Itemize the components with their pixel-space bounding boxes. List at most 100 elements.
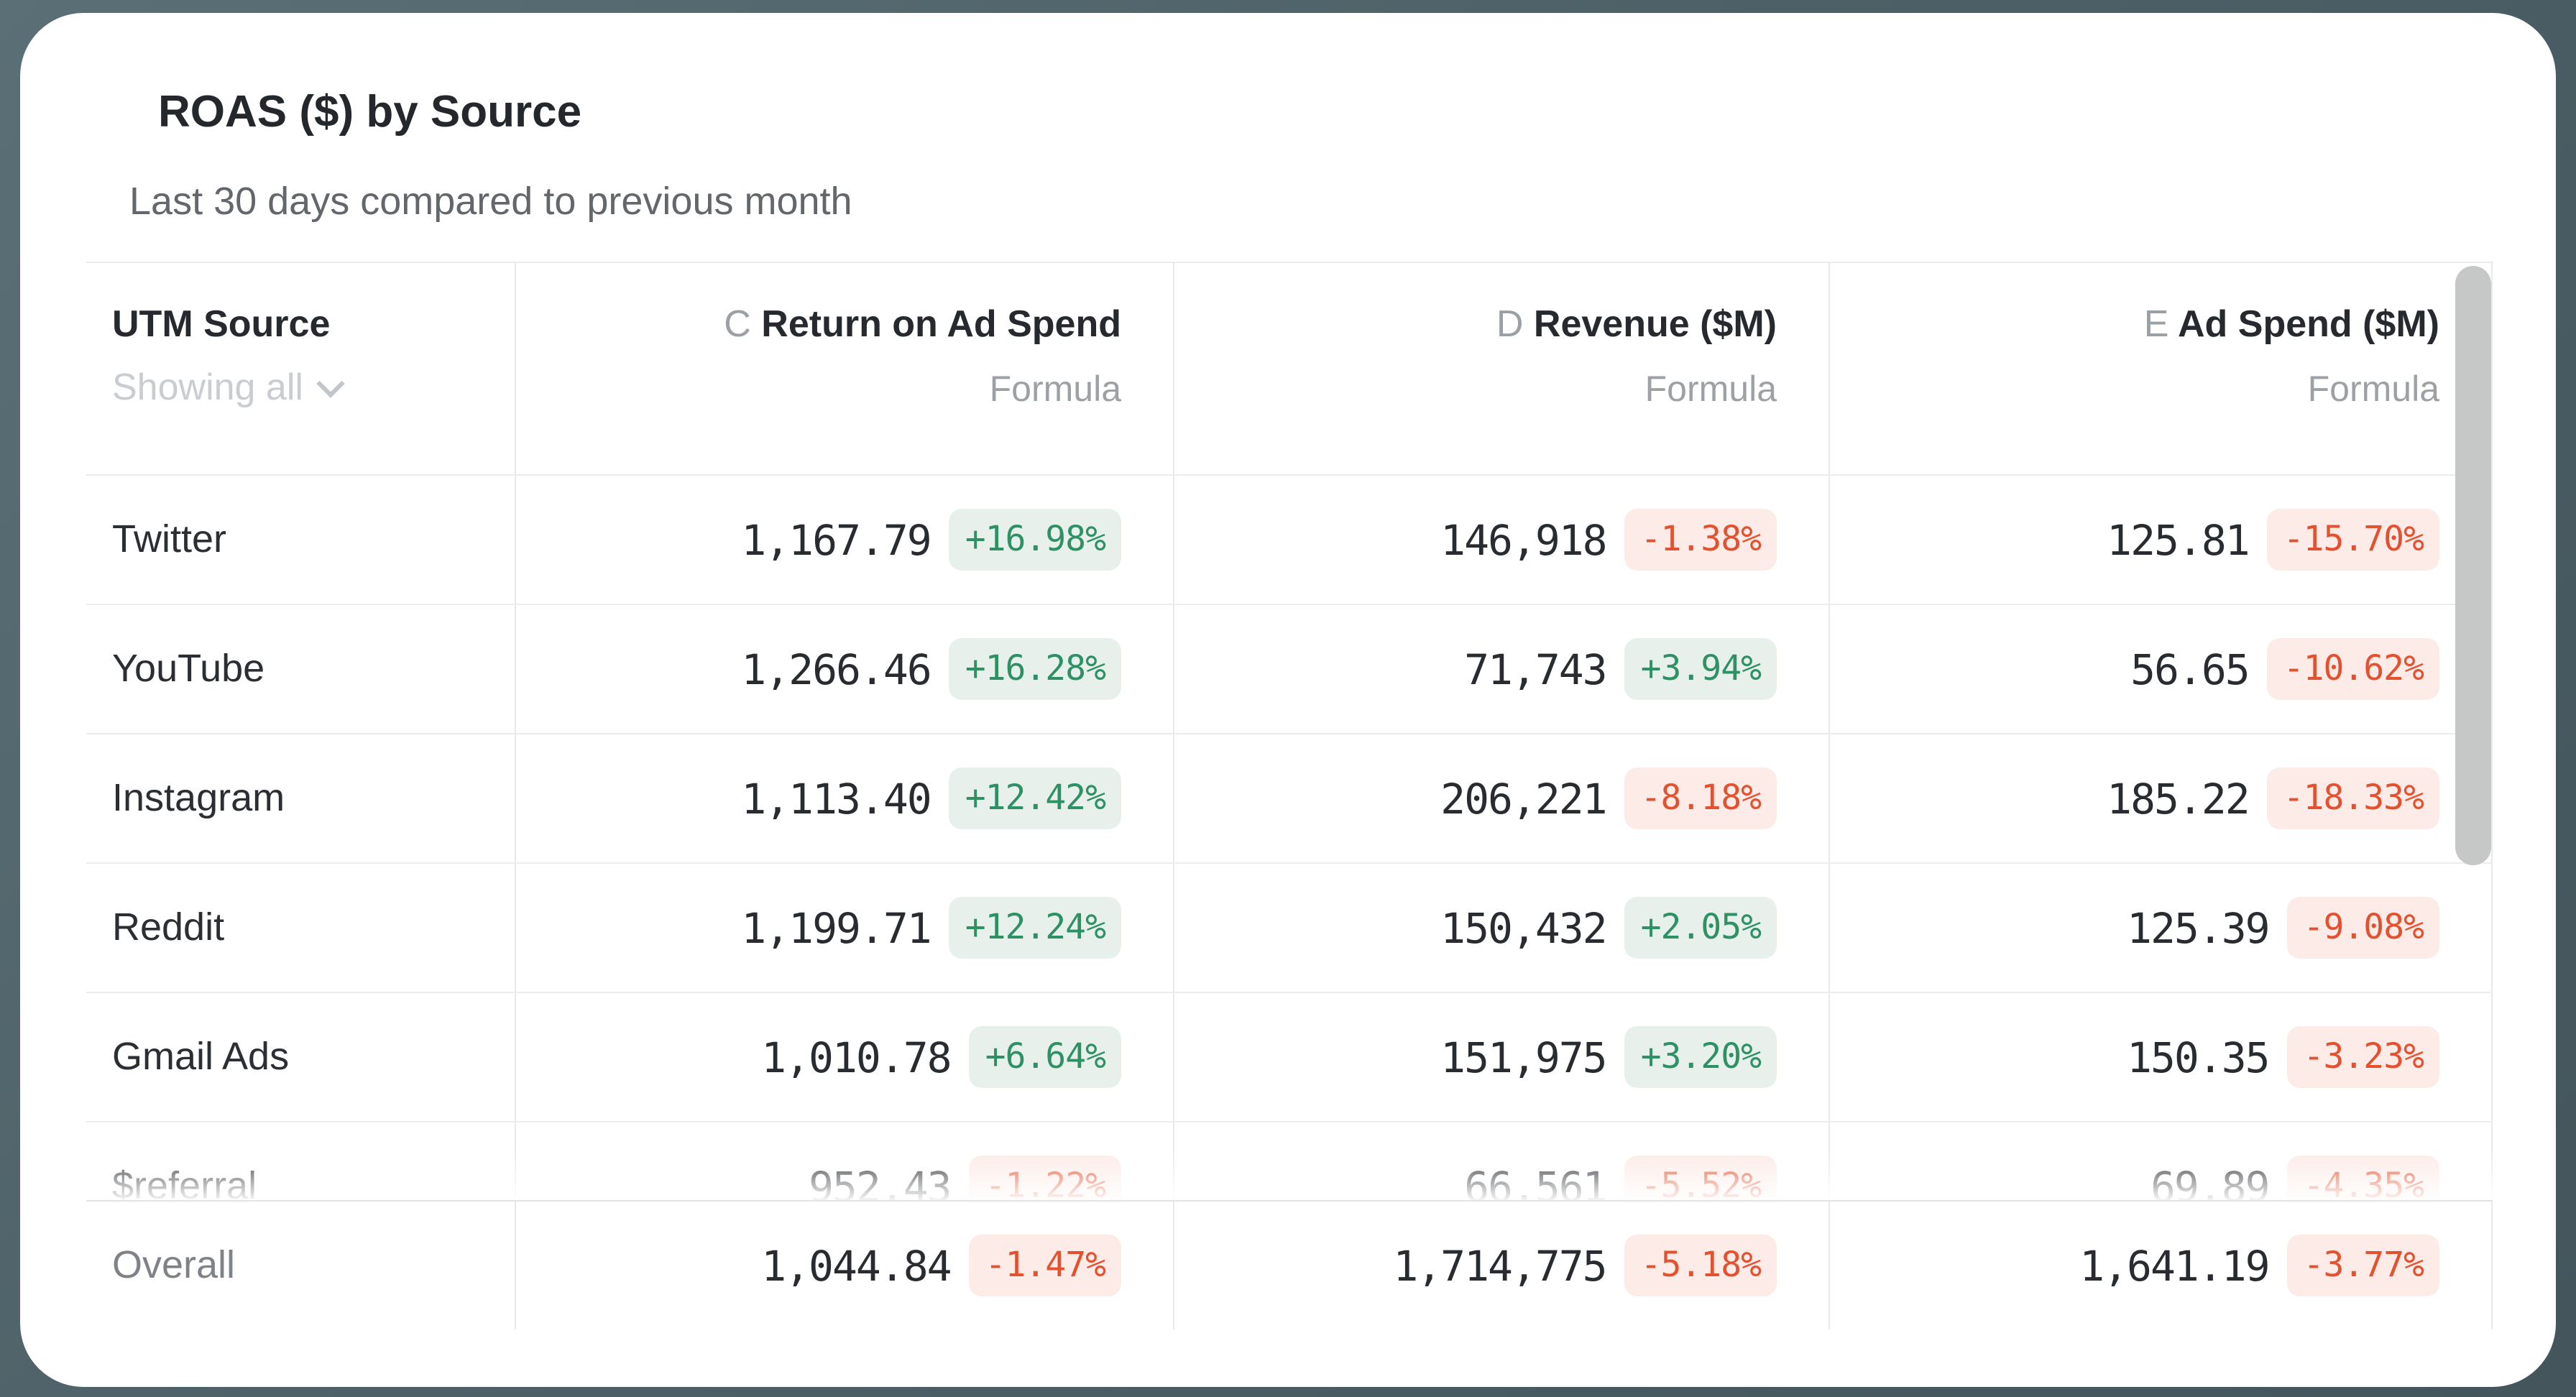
vertical-scrollbar[interactable] [2455,266,2491,1145]
column-label: Return on Ad Spend [761,302,1121,346]
roas-cell: 1,044.84 -1.47% [515,1202,1173,1330]
column-header-roas: C Return on Ad Spend Formula [515,263,1173,475]
table-row[interactable]: Twitter 1,167.79 +16.98% 146,918 -1.38% 12… [86,476,2493,606]
delta-badge: -3.23% [2287,1025,2439,1089]
revenue-cell: 146,918 -1.38% [1173,476,1828,604]
cell-value: 71,743 [1464,645,1608,694]
cell-value: 146,918 [1440,515,1607,565]
table-row[interactable]: Instagram 1,113.40 +12.42% 206,221 -8.18% … [86,734,2493,865]
revenue-cell: 150,432 +2.05% [1173,864,1828,992]
delta-badge: -5.18% [1624,1234,1777,1297]
row-source-label: YouTube [112,647,265,691]
roas-cell: 1,266.46 +16.28% [515,605,1173,734]
cell-value: 56.65 [2130,645,2250,694]
ad-spend-cell: 1,641.19 -3.77% [1828,1202,2493,1330]
delta-badge: -8.18% [1624,767,1777,830]
delta-badge: -18.33% [2267,767,2439,830]
cell-value: 1,641.19 [2079,1241,2270,1291]
column-header-utm-source: UTM Source Showing all [86,263,515,474]
column-formula-label: Formula [2307,369,2439,410]
column-letter: C [724,302,751,346]
delta-badge: +16.98% [949,508,1121,571]
cell-value: 952.43 [809,1162,952,1201]
roas-cell: 1,167.79 +16.98% [515,476,1173,604]
delta-badge: -1.22% [969,1155,1121,1201]
table-row[interactable]: Reddit 1,199.71 +12.24% 150,432 +2.05% 125… [86,864,2493,994]
cell-value: 1,044.84 [761,1241,952,1291]
column-header-ad-spend: E Ad Spend ($M) Formula [1828,263,2493,475]
delta-badge: -1.47% [969,1234,1121,1297]
cell-value: 185.22 [2107,774,2250,824]
revenue-cell: 1,714,775 -5.18% [1173,1202,1828,1330]
column-label: Revenue ($M) [1533,302,1777,346]
delta-badge: +2.05% [1624,896,1777,959]
ad-spend-cell: 185.22 -18.33% [1828,734,2493,863]
source-filter-label: Showing all [112,365,303,409]
ad-spend-cell: 125.81 -15.70% [1828,476,2493,604]
delta-badge: +16.28% [949,637,1121,701]
column-letter: D [1496,302,1524,346]
roas-table: UTM Source Showing all C Return on Ad Sp… [86,262,2493,1330]
ad-spend-cell: 69.89 -4.35% [1828,1122,2493,1201]
source-filter-dropdown[interactable]: Showing all [112,365,345,410]
cell-value: 1,199.71 [741,903,932,953]
utm-source-label: UTM Source [112,302,331,346]
table-row[interactable]: YouTube 1,266.46 +16.28% 71,743 +3.94% 56.… [86,605,2493,735]
revenue-cell: 206,221 -8.18% [1173,734,1828,863]
cell-value: 1,113.40 [741,774,932,824]
roas-cell: 1,113.40 +12.42% [515,734,1173,863]
card-title: ROAS ($) by Source [158,86,582,137]
column-formula-label: Formula [1644,369,1777,410]
delta-badge: +12.24% [949,896,1121,959]
cell-value: 1,167.79 [741,515,932,565]
cell-value: 150.35 [2127,1033,2271,1082]
roas-cell: 952.43 -1.22% [515,1122,1173,1201]
row-source-label: $referral [112,1164,257,1201]
delta-badge: -9.08% [2287,896,2439,959]
cell-value: 125.39 [2127,903,2271,953]
table-body: Twitter 1,167.79 +16.98% 146,918 -1.38% 12… [86,476,2493,1201]
cell-value: 1,266.46 [741,645,932,694]
delta-badge: -15.70% [2267,508,2439,571]
delta-badge: -10.62% [2267,637,2439,701]
cell-value: 206,221 [1440,774,1607,824]
cell-value: 1,714,775 [1393,1241,1607,1291]
cell-value: 151,975 [1440,1033,1607,1082]
cell-value: 125.81 [2107,515,2250,565]
ad-spend-cell: 56.65 -10.62% [1828,605,2493,734]
table-footer-row: Overall 1,044.84 -1.47% 1,714,775 -5.18% 1… [86,1200,2493,1330]
cell-value: 1,010.78 [761,1033,952,1082]
revenue-cell: 71,743 +3.94% [1173,605,1828,734]
delta-badge: +3.20% [1624,1025,1777,1089]
column-header-revenue: D Revenue ($M) Formula [1173,263,1828,475]
ad-spend-cell: 125.39 -9.08% [1828,864,2493,992]
revenue-cell: 151,975 +3.20% [1173,993,1828,1122]
delta-badge: +6.64% [969,1025,1121,1089]
column-formula-label: Formula [989,369,1121,410]
column-letter: E [2143,302,2169,346]
delta-badge: -1.38% [1624,508,1777,571]
ad-spend-cell: 150.35 -3.23% [1828,993,2493,1122]
delta-badge: +12.42% [949,767,1121,830]
card-subtitle: Last 30 days compared to previous month [129,180,852,223]
cell-value: 150,432 [1440,903,1607,953]
delta-badge: +3.94% [1624,637,1777,701]
delta-badge: -3.77% [2287,1234,2439,1297]
delta-badge: -5.52% [1624,1155,1777,1201]
scrollbar-thumb[interactable] [2455,266,2491,866]
column-label: Ad Spend ($M) [2178,302,2439,346]
table-header-row: UTM Source Showing all C Return on Ad Sp… [86,262,2493,476]
cell-value: 66,561 [1464,1162,1608,1201]
roas-cell: 1,010.78 +6.64% [515,993,1173,1122]
chevron-down-icon [316,369,345,398]
delta-badge: -4.35% [2287,1155,2439,1201]
cell-value: 69.89 [2150,1162,2271,1201]
row-source-label: Instagram [112,776,285,820]
roas-card: ROAS ($) by Source Last 30 days compared… [20,13,2556,1387]
row-source-label: Gmail Ads [112,1035,290,1079]
table-row[interactable]: $referral 952.43 -1.22% 66,561 -5.52% 69.8… [86,1122,2493,1201]
revenue-cell: 66,561 -5.52% [1173,1122,1828,1201]
row-source-label: Twitter [112,517,227,561]
table-row[interactable]: Gmail Ads 1,010.78 +6.64% 151,975 +3.20% 1… [86,993,2493,1123]
